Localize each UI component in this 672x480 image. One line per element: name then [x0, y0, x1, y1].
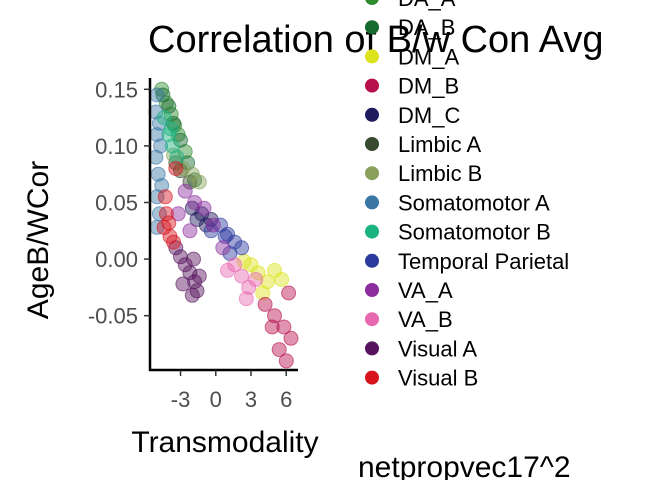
- legend-key: [365, 253, 379, 268]
- y-tick-label: 0.10: [95, 134, 138, 159]
- legend-label: Limbic B: [398, 161, 482, 186]
- data-point: [168, 161, 184, 176]
- data-point: [175, 276, 191, 292]
- data-point: [170, 206, 186, 222]
- legend-label: Somatomotor A: [398, 190, 550, 215]
- data-point: [156, 219, 172, 235]
- legend-key: [365, 49, 379, 64]
- legend-key: [365, 224, 379, 239]
- data-point: [153, 138, 169, 154]
- legend-key: [365, 341, 379, 356]
- legend: DA_A DA_B DM_A DM_B DM_C Limbic A Limbic B Soma…: [365, 0, 569, 391]
- y-tick-label: 0.15: [95, 77, 138, 102]
- y-tick-label: 0.00: [95, 247, 138, 272]
- y-tick-label: 0.05: [95, 190, 138, 215]
- legend-key: [365, 137, 379, 151]
- legend-key: [365, 370, 379, 385]
- data-point: [264, 319, 280, 335]
- data-point: [182, 223, 198, 239]
- data-point: [161, 98, 177, 114]
- data-point: [173, 249, 188, 265]
- data-point: [156, 110, 172, 126]
- legend-key: [365, 78, 379, 93]
- legend-key: [365, 107, 379, 122]
- data-point: [184, 287, 200, 303]
- legend-label: Visual B: [398, 366, 478, 391]
- x-axis-label: Transmodality: [131, 426, 318, 459]
- y-axis-label: AgeB/WCor: [22, 161, 55, 319]
- legend-label: DM_C: [398, 103, 460, 128]
- legend-key: [365, 166, 379, 181]
- legend-label: VA_A: [398, 278, 453, 303]
- data-point: [248, 272, 264, 287]
- data-point: [191, 268, 207, 284]
- legend-label: DM_A: [398, 44, 459, 69]
- data-point: [164, 138, 180, 154]
- legend-key: [365, 0, 379, 5]
- data-point: [267, 308, 282, 324]
- legend-label: VA_B: [398, 307, 453, 332]
- data-point: [217, 228, 233, 244]
- data-point: [169, 149, 185, 165]
- x-tick-label: -3: [171, 387, 191, 412]
- legend-key: [365, 20, 379, 35]
- y-tick-label: -0.05: [88, 304, 138, 329]
- data-point: [163, 121, 179, 137]
- data-point: [186, 251, 201, 267]
- legend-label: Somatomotor B: [398, 220, 551, 245]
- legend-key: [365, 283, 379, 297]
- data-point: [191, 174, 207, 190]
- data-point: [182, 265, 198, 281]
- data-point: [149, 87, 165, 103]
- data-point: [166, 234, 181, 250]
- data-point: [276, 319, 292, 335]
- legend-label: Limbic A: [398, 132, 481, 157]
- legend-label: DA_B: [398, 15, 455, 40]
- data-point: [271, 342, 287, 358]
- legend-label: Visual A: [398, 336, 477, 361]
- x-tick-label: 6: [280, 387, 292, 412]
- x-tick-label: 3: [245, 387, 257, 412]
- data-point: [196, 200, 212, 216]
- data-point: [220, 262, 235, 278]
- data-point: [157, 189, 173, 205]
- data-point: [283, 330, 299, 346]
- data-point: [154, 178, 170, 193]
- legend-label: DA_A: [398, 0, 456, 11]
- data-point: [281, 285, 297, 301]
- legend-key: [365, 195, 379, 210]
- data-point: [205, 217, 221, 233]
- data-point: [177, 183, 193, 199]
- data-point: [255, 285, 271, 301]
- data-point: [274, 272, 290, 287]
- data-point: [177, 144, 193, 160]
- data-point: [278, 353, 294, 369]
- legend-label: DM_B: [398, 74, 459, 99]
- data-point: [238, 291, 254, 307]
- legend-key: [365, 312, 379, 327]
- axes: -3 0 3 6 0.15 0.10 0.05 0.00 -0.05: [88, 77, 298, 412]
- data-point: [187, 195, 203, 210]
- legend-label: Temporal Parietal: [398, 249, 569, 274]
- data-point: [177, 257, 193, 273]
- data-point: [257, 296, 273, 312]
- plot-area: [148, 81, 299, 369]
- caption-text: netpropvec17^2: [358, 451, 571, 480]
- x-tick-label: 0: [210, 387, 222, 412]
- data-point: [234, 268, 250, 284]
- data-point: [215, 240, 231, 256]
